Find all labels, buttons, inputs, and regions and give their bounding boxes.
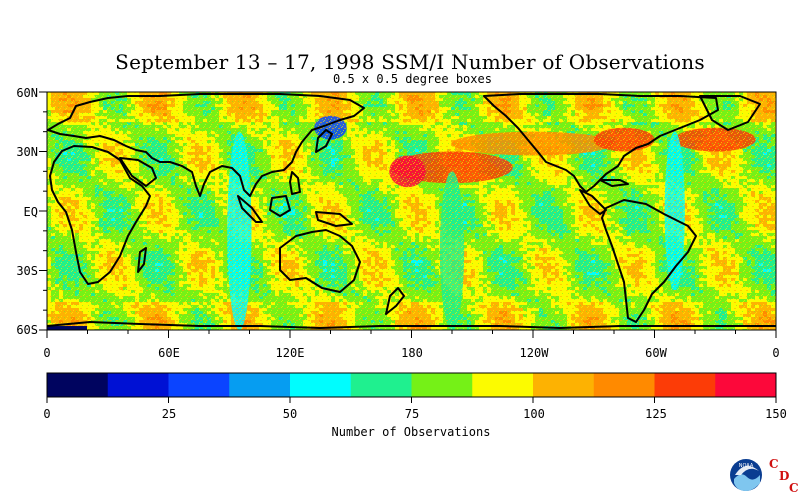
colorbar-swatch <box>654 373 716 397</box>
antarctica-coastline <box>47 321 776 329</box>
colorbar-swatch <box>290 373 352 397</box>
colorbar-title: Number of Observations <box>331 425 491 439</box>
colorbar-swatch <box>107 373 169 397</box>
south-america-coastline <box>601 199 697 323</box>
observation-field <box>47 92 776 330</box>
colorbar-swatch <box>472 373 534 397</box>
cdc-letter-c1: C <box>769 457 779 471</box>
axis-ticks <box>39 91 777 403</box>
colorbar-swatch <box>47 373 109 397</box>
greenland-coastline <box>699 95 761 131</box>
colorbar-tick-0: 0 <box>43 407 51 421</box>
coastlines <box>47 93 776 329</box>
eurasia-coastline <box>47 93 365 197</box>
colorbar <box>47 373 777 397</box>
colorbar-swatch <box>715 373 777 397</box>
japan-coastline <box>315 129 333 153</box>
colorbar-tick-100: 100 <box>523 407 545 421</box>
newzealand-coastline <box>385 287 405 315</box>
north-america-coastline <box>483 93 719 193</box>
colorbar-swatch <box>350 373 412 397</box>
australia-coastline <box>279 229 361 293</box>
colorbar-swatch <box>229 373 291 397</box>
y-tick-label-60n: 60N <box>16 86 38 100</box>
colorbar-tick-125: 125 <box>645 407 667 421</box>
map-title: September 13 – 17, 1998 SSM/I Number of … <box>115 50 705 74</box>
colorbar-swatch <box>411 373 473 397</box>
colorbar-tick-75: 75 <box>404 407 420 421</box>
y-tick-label-30n: 30N <box>16 145 38 159</box>
colorbar-tick-25: 25 <box>161 407 177 421</box>
borneo-coastline <box>269 195 291 217</box>
field-speckle <box>47 92 776 330</box>
cuba-coastline <box>599 179 629 187</box>
newguinea-coastline <box>315 211 353 227</box>
x-tick-label-60w: 60W <box>645 346 667 360</box>
x-tick-label-60e: 60E <box>158 346 180 360</box>
colorbar-swatch <box>593 373 655 397</box>
arabia-coastline <box>119 157 157 187</box>
noaa-cdc-logo: NOAA C D C <box>729 453 799 498</box>
cdc-letter-d: D <box>779 469 790 483</box>
x-tick-label-180: 180 <box>401 346 423 360</box>
colorbar-swatch <box>533 373 595 397</box>
cdc-letter-c2: C <box>789 481 799 495</box>
y-tick-label-30s: 30S <box>16 264 38 278</box>
sumatra-coastline <box>237 195 263 223</box>
colorbar-tick-50: 50 <box>282 407 298 421</box>
map-subtitle: 0.5 x 0.5 degree boxes <box>333 72 492 86</box>
noaa-logo-icon: NOAA <box>730 459 762 491</box>
colorbar-tick-150: 150 <box>765 407 787 421</box>
y-tick-label-eq: EQ <box>23 205 38 219</box>
philippines-coastline <box>289 171 301 195</box>
noaa-logo-text: NOAA <box>739 463 754 469</box>
x-tick-label-0: 0 <box>43 346 51 360</box>
x-tick-label-120e: 120E <box>275 346 305 360</box>
x-tick-label-0-end: 0 <box>772 346 780 360</box>
madagascar-coastline <box>137 247 147 273</box>
africa-coastline <box>49 145 151 285</box>
x-tick-label-120w: 120W <box>519 346 549 360</box>
colorbar-swatch <box>168 373 230 397</box>
antarctic-zero-region <box>47 326 87 330</box>
colorbar-frame <box>46 372 777 398</box>
y-tick-label-60s: 60S <box>16 323 38 337</box>
